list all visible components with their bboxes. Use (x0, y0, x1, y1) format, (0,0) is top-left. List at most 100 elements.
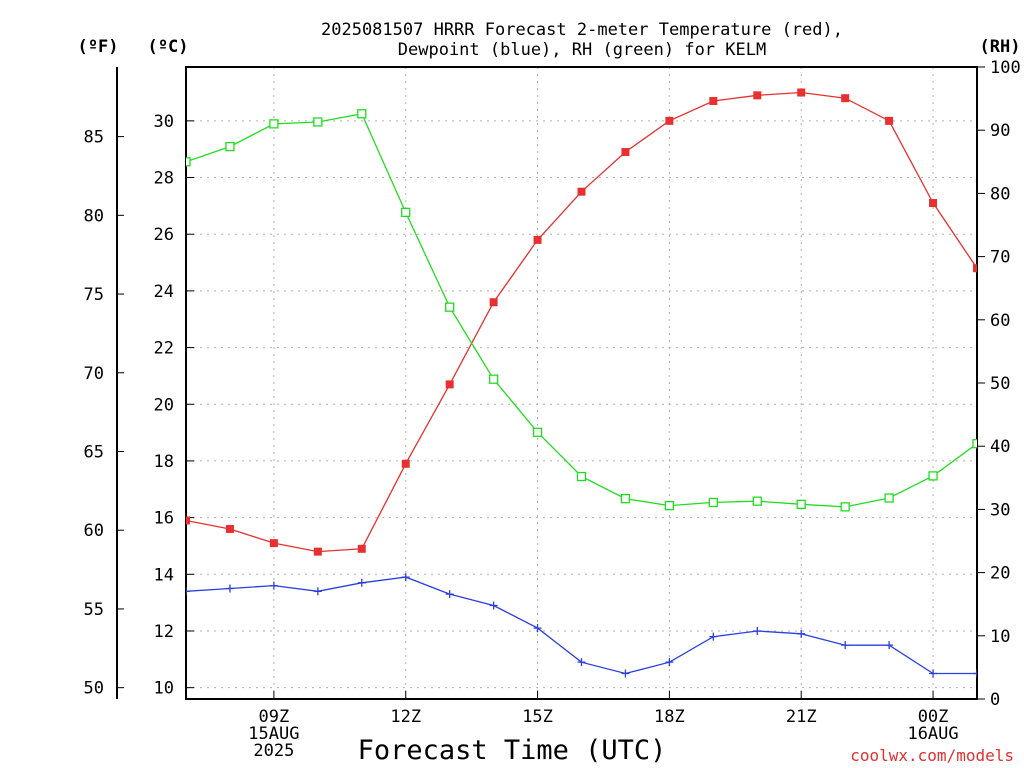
rh-tick-label: 30 (990, 500, 1010, 520)
celsius-tick-label: 24 (154, 282, 174, 302)
chart-title-line-1: 2025081507 HRRR Forecast 2-meter Tempera… (321, 20, 843, 40)
fahrenheit-tick-label: 70 (84, 364, 104, 384)
dewpoint-point (401, 573, 410, 582)
rh-point (840, 502, 850, 512)
dewpoint-point (225, 584, 234, 593)
rh-tick-label: 80 (990, 184, 1010, 204)
temperature-point (313, 547, 322, 556)
celsius-tick-label: 14 (154, 565, 174, 585)
temperature-point (225, 524, 234, 533)
rh-tick-label: 60 (990, 311, 1010, 331)
dewpoint-point (709, 632, 718, 641)
rh-point (664, 500, 675, 511)
celsius-tick-label: 28 (154, 169, 174, 189)
fahrenheit-unit-label: (ºF) (78, 37, 119, 57)
celsius-tick-label: 20 (154, 395, 174, 415)
x-tick-label: 12Z (390, 707, 421, 727)
dewpoint-point (753, 626, 762, 635)
temperature-point (621, 148, 630, 157)
dewpoint-point (841, 641, 850, 650)
temperature-point (401, 459, 410, 468)
x-tick-label: 16AUG (907, 724, 958, 744)
credit-text: coolwx.com/models (850, 746, 1014, 765)
temperature-point (709, 97, 718, 106)
rh-point (708, 497, 718, 508)
dewpoint-point (885, 641, 894, 650)
dewpoint-point (665, 658, 674, 667)
x-tick-label: 2025 (253, 741, 294, 761)
dewpoint-point (577, 658, 586, 667)
chart-title-line-2: Dewpoint (blue), RH (green) for KELM (398, 40, 766, 60)
celsius-tick-label: 10 (154, 679, 174, 699)
rh-point (796, 499, 806, 509)
rh-tick-label: 10 (990, 627, 1010, 647)
celsius-unit-label: (ºC) (148, 37, 189, 57)
celsius-tick-label: 12 (154, 622, 174, 642)
temperature-point (533, 235, 542, 244)
grid-layer (186, 67, 977, 699)
rh-point (357, 109, 367, 119)
rh-point (488, 374, 499, 384)
rh-tick-label: 70 (990, 248, 1010, 268)
dewpoint-point (357, 578, 366, 587)
celsius-tick-label: 22 (154, 339, 174, 359)
rh-point (576, 471, 587, 482)
rh-unit-label: (RH) (980, 37, 1021, 57)
temperature-point (445, 380, 454, 389)
dewpoint-point (489, 601, 498, 610)
dewpoint-point (973, 669, 977, 678)
celsius-tick-label: 18 (154, 452, 174, 472)
celsius-tick-label: 26 (154, 225, 174, 245)
dewpoint-point (797, 629, 806, 638)
temperature-point (753, 91, 762, 100)
axes-layer (116, 66, 978, 700)
rh-tick-label: 100 (990, 58, 1021, 78)
rh-point (401, 207, 411, 218)
fahrenheit-tick-label: 55 (84, 600, 104, 620)
temperature-point (577, 187, 586, 196)
dewpoint-point (186, 587, 190, 596)
dewpoint-point (929, 669, 938, 678)
temperature-point (841, 94, 850, 103)
rh-point (928, 471, 938, 481)
fahrenheit-tick-label: 50 (84, 679, 104, 699)
temperature-point (357, 544, 366, 553)
dewpoint-point (621, 669, 630, 678)
dewpoint-point (533, 624, 542, 633)
rh-tick-label: 20 (990, 564, 1010, 584)
fahrenheit-tick-label: 75 (84, 285, 104, 305)
x-tick-label: 18Z (654, 707, 685, 727)
rh-point (884, 493, 894, 503)
x-axis-title: Forecast Time (UTC) (358, 735, 667, 766)
temperature-point (186, 516, 190, 525)
dewpoint-point (269, 581, 278, 590)
rh-tick-label: 50 (990, 374, 1010, 394)
temperature-point (885, 116, 894, 125)
x-tick-label: 00Z (918, 707, 949, 727)
fahrenheit-tick-label: 65 (84, 442, 104, 462)
series-group (186, 88, 977, 678)
temperature-point (489, 298, 498, 307)
x-tick-label: 09Z (259, 707, 290, 727)
series-line (186, 113, 977, 508)
rh-point (532, 427, 543, 437)
rh-point (620, 494, 631, 504)
celsius-tick-label: 30 (154, 112, 174, 132)
series-layer (186, 88, 977, 678)
fahrenheit-tick-label: 60 (84, 521, 104, 541)
rh-point (313, 117, 323, 127)
rh-point (186, 157, 191, 167)
temperature-point (269, 539, 278, 548)
rh-point (445, 302, 455, 312)
temperature-point (797, 88, 806, 97)
rh-point (752, 496, 762, 506)
temperature-point (973, 264, 977, 273)
fahrenheit-tick-label: 80 (84, 206, 104, 226)
rh-point (269, 119, 279, 129)
rh-point (972, 439, 977, 449)
dewpoint-point (313, 587, 322, 596)
temperature-point (929, 199, 938, 208)
fahrenheit-tick-label: 85 (84, 128, 104, 148)
ticks-layer: 10 12 14 16 18 20 22 24 26 28 30 50 55 60 65 70 75 80 85 0 1… (84, 58, 1021, 761)
